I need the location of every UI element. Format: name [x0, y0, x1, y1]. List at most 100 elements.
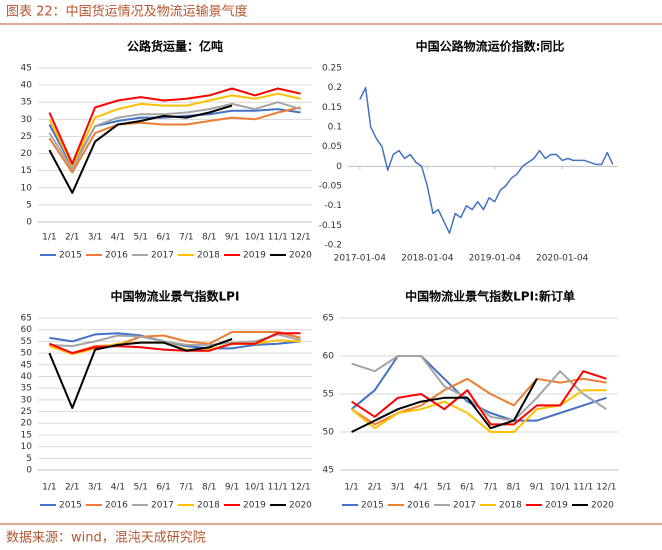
y-tick-label: 30 — [21, 115, 33, 125]
series-line — [48, 92, 301, 167]
x-tick-label: 3/1 — [88, 483, 102, 493]
x-tick-label: 10/1 — [245, 233, 265, 243]
series-line — [359, 86, 614, 234]
y-tick-label: 10 — [21, 183, 33, 193]
x-tick-label: 4/1 — [414, 483, 428, 493]
legend-label: 2016 — [105, 251, 128, 261]
y-tick-label: 5 — [26, 200, 32, 210]
x-tick-label: 4/1 — [111, 233, 125, 243]
x-tick-label: 9/1 — [225, 233, 239, 243]
x-tick-label: 8/1 — [202, 483, 216, 493]
y-tick-label: 15 — [21, 430, 32, 440]
chart-title: 公路货运量：亿吨 — [127, 39, 223, 54]
legend-label: 2018 — [499, 501, 522, 511]
legend-label: 2015 — [361, 501, 384, 511]
y-tick-label: 0.05 — [322, 142, 342, 152]
y-tick-label: 20 — [21, 419, 33, 429]
y-tick-label: 5 — [26, 454, 32, 464]
series-line — [48, 106, 301, 174]
x-tick-label: 7/1 — [179, 483, 193, 493]
y-tick-label: 0 — [336, 162, 342, 172]
series-line — [350, 389, 607, 433]
x-tick-label: 3/1 — [88, 233, 102, 243]
y-tick-label: 40 — [21, 372, 33, 382]
x-tick-label: 5/1 — [134, 483, 148, 493]
y-tick-label: 60 — [21, 325, 33, 335]
legend-label: 2018 — [197, 251, 220, 261]
y-tick-label: 0 — [26, 218, 32, 228]
x-tick-label: 11/1 — [573, 483, 593, 493]
source-note: 数据来源：wind，混沌天成研究院 — [6, 531, 206, 546]
x-tick-label: 12/1 — [290, 233, 310, 243]
series-line — [48, 338, 233, 409]
x-tick-label: 2019-01-04 — [469, 254, 522, 264]
series-line — [49, 333, 301, 348]
y-tick-label: -0.1 — [324, 201, 342, 211]
legend-label: 2015 — [59, 251, 82, 261]
x-tick-label: 12/1 — [596, 483, 616, 493]
y-tick-label: 25 — [21, 407, 32, 417]
series-line — [350, 355, 607, 422]
series-line — [49, 332, 301, 355]
y-tick-label: 50 — [323, 428, 335, 438]
y-tick-label: 30 — [21, 395, 33, 405]
x-tick-label: 2/1 — [65, 483, 79, 493]
x-tick-label: 6/1 — [156, 233, 170, 243]
x-tick-label: 1/1 — [42, 233, 56, 243]
y-tick-label: 0.2 — [328, 83, 342, 93]
x-tick-label: 11/1 — [268, 233, 288, 243]
x-tick-label: 7/1 — [483, 483, 497, 493]
x-tick-label: 5/1 — [134, 233, 148, 243]
x-tick-label: 7/1 — [179, 233, 193, 243]
y-tick-label: 45 — [21, 360, 32, 370]
x-tick-label: 10/1 — [550, 483, 570, 493]
y-tick-label: -0.05 — [319, 182, 342, 192]
x-tick-label: 1/1 — [42, 483, 56, 493]
legend-label: 2020 — [289, 501, 312, 511]
x-tick-label: 6/1 — [156, 483, 170, 493]
y-tick-label: 45 — [323, 466, 334, 476]
y-tick-label: 65 — [323, 314, 334, 324]
legend-label: 2017 — [151, 251, 174, 261]
y-tick-label: 60 — [323, 352, 335, 362]
x-tick-label: 11/1 — [268, 483, 288, 493]
series-line — [48, 87, 301, 165]
x-tick-label: 9/1 — [225, 483, 239, 493]
series-line — [351, 370, 607, 426]
x-tick-label: 6/1 — [460, 483, 474, 493]
x-tick-label: 4/1 — [111, 483, 125, 493]
x-tick-label: 10/1 — [245, 483, 265, 493]
y-tick-label: 55 — [323, 390, 334, 400]
y-tick-label: 0.25 — [322, 64, 342, 74]
legend-label: 2016 — [105, 501, 128, 511]
legend-label: 2019 — [243, 501, 266, 511]
chart-title: 中国物流业景气指数LPI:新订单 — [405, 289, 575, 304]
legend-label: 2017 — [151, 501, 174, 511]
legend-label: 2020 — [289, 251, 312, 261]
y-tick-label: 10 — [21, 442, 33, 452]
x-tick-label: 2020-01-04 — [536, 254, 589, 264]
series-line — [48, 104, 233, 194]
series-line — [351, 378, 538, 433]
legend-label: 2018 — [197, 501, 220, 511]
y-tick-label: -0.15 — [319, 221, 342, 231]
legend-label: 2016 — [407, 501, 430, 511]
y-tick-label: 40 — [21, 81, 33, 91]
legend-label: 2015 — [59, 501, 82, 511]
chart-title: 中国物流业景气指数LPI — [111, 289, 240, 304]
y-tick-label: 35 — [21, 384, 32, 394]
y-tick-label: 65 — [21, 314, 32, 324]
y-tick-label: 0 — [26, 466, 32, 476]
y-tick-label: 25 — [21, 132, 32, 142]
chart-title: 中国公路物流运价指数:同比 — [416, 39, 565, 54]
legend-label: 2019 — [545, 501, 568, 511]
x-tick-label: 9/1 — [530, 483, 544, 493]
y-tick-label: 55 — [21, 337, 32, 347]
x-tick-label: 2/1 — [65, 233, 79, 243]
x-tick-label: 5/1 — [437, 483, 451, 493]
x-tick-label: 2/1 — [368, 483, 382, 493]
x-tick-label: 3/1 — [391, 483, 405, 493]
legend-label: 2017 — [453, 501, 476, 511]
figure-title: 图表 22：中国货运情况及物流运输景气度 — [6, 4, 248, 20]
